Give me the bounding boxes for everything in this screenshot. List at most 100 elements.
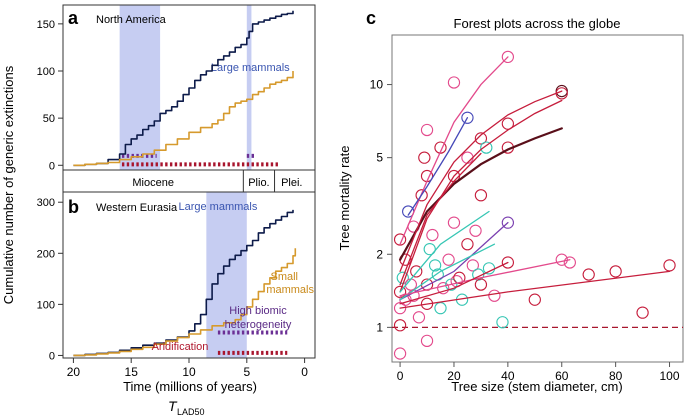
panel-b-x-tick-label-3: 5 — [243, 365, 250, 379]
panel-b-shaded-bands — [206, 192, 247, 358]
panel-c-fit-line-11 — [399, 261, 509, 305]
panel-c-point-12 — [410, 265, 423, 278]
panel-c-point-48 — [496, 316, 509, 329]
panel-a-band-label-0: Large mammals — [211, 62, 290, 74]
panel-b-series-large-mammals — [73, 209, 294, 357]
panel-c-point-47 — [488, 289, 501, 302]
panel-c-title: Forest plots across the globe — [454, 16, 621, 31]
annotation-heterogeneity: heterogeneity — [225, 319, 292, 331]
panel-c-point-13 — [412, 311, 426, 324]
panel-b-letter: b — [68, 197, 79, 217]
panel-a-title: North America — [96, 14, 167, 26]
epoch-label-pliocene: Plio. — [248, 177, 269, 189]
panel-c-x-label: Tree size (stem diameter, cm) — [451, 379, 622, 394]
panel-c-fit-line-8 — [399, 210, 490, 293]
panel-c-point-23 — [428, 259, 442, 272]
panel-c-fit-line-7 — [399, 243, 496, 301]
panel-b-title: Western Eurasia — [96, 202, 178, 214]
panel-b-band-label-0: Large mammals — [178, 201, 257, 213]
panel-c-fit-line-0 — [399, 127, 563, 261]
panel-c-point-58 — [563, 256, 576, 269]
panel-b-y-tick-label-1: 100 — [37, 299, 55, 311]
panel-c-y-tick-label-2: 5 — [376, 151, 383, 165]
panel-a-y-tick-label-2: 100 — [37, 66, 55, 78]
panel-b-x-tick-label-1: 15 — [125, 365, 139, 379]
panel-c-point-40 — [469, 224, 482, 237]
panel-c-point-43 — [474, 189, 488, 202]
epoch-strip-frame — [62, 169, 316, 193]
panel-c-fit-line-4 — [399, 56, 509, 245]
panel-c-letter: c — [366, 8, 376, 28]
panel-a-y-axis: 0 50 100 150 — [37, 19, 306, 175]
small-mammals-label-line1: Small — [270, 271, 298, 283]
panel-c-point-14 — [415, 189, 428, 202]
annotation-aridification: Aridification — [152, 341, 209, 353]
panel-c-fits — [399, 56, 671, 309]
panel-c-point-34 — [453, 271, 466, 284]
t-lad50-subscript: LAD50 — [177, 407, 205, 417]
panel-c-point-57 — [555, 253, 568, 266]
panel-a-y-tick-label-1: 50 — [43, 113, 55, 125]
panel-c-x-tick-label-2: 40 — [501, 369, 515, 383]
panel-c-point-15 — [418, 151, 431, 164]
panel-c-x-tick-label-4: 80 — [609, 369, 623, 383]
panel-a-letter: a — [68, 8, 79, 28]
panel-c-point-36 — [461, 111, 474, 124]
t-lad50-symbol: T — [168, 398, 178, 414]
panel-c-point-42 — [474, 132, 488, 145]
panel-b-axes: 0 100 200 300 20 15 10 5 0 — [37, 197, 309, 379]
panel-b-y-tick-label-2: 200 — [37, 248, 55, 260]
panel-c-fit-line-1 — [399, 90, 563, 273]
panel-c-fit-line-2 — [399, 99, 563, 293]
panel-b-event-bars — [217, 330, 288, 355]
panel-c-point-4 — [393, 233, 407, 246]
panel-ab-y-label: Cumulative number of generic extinctions — [1, 65, 16, 304]
panel-a-series-large-mammals — [73, 10, 294, 167]
panel-b-x-label: Time (millions of years) — [123, 379, 257, 394]
panel-c-point-1 — [393, 319, 407, 332]
panel-c-fit-line-3 — [399, 152, 482, 286]
panel-c-point-32 — [447, 216, 461, 229]
panel-c-point-61 — [636, 306, 649, 319]
panel-c-point-60 — [609, 265, 622, 278]
epoch-label-pleistocene: Plei. — [281, 177, 302, 189]
panel-c-y-label: Tree mortality rate — [337, 146, 352, 251]
panel-c-point-46 — [482, 262, 496, 275]
small-mammals-label-line2: mammals — [266, 284, 314, 296]
panel-c-y-tick-label-3: 10 — [370, 78, 384, 92]
epoch-dividers — [242, 170, 276, 192]
panel-c-point-45 — [480, 141, 493, 154]
panel-a-series-small-mammals — [73, 71, 294, 167]
panel-c-y-tick-label-0: 1 — [376, 320, 383, 334]
panel-a-shaded-bands — [119, 5, 252, 170]
panel-a: a North America Large mammals 0 50 100 150 — [37, 4, 316, 175]
panel-c-point-22 — [426, 228, 439, 242]
panel-b-y-tick-label-0: 0 — [49, 350, 55, 362]
panel-b-series-small-mammals — [73, 248, 297, 357]
epoch-label-miocene: Miocene — [132, 177, 174, 189]
panel-c-fit-line-10 — [399, 270, 671, 309]
annotation-high-biomic: High biomic — [229, 305, 287, 317]
panel-c-point-0 — [393, 347, 407, 360]
panel-c-point-59 — [582, 268, 595, 281]
panel-c-point-54 — [528, 293, 541, 306]
panel-a-band-1 — [246, 5, 252, 170]
epoch-strip: Miocene Plio. Plei. — [62, 169, 316, 193]
panel-c-point-38 — [461, 238, 474, 251]
panel-a-band-labels: Large mammals — [211, 62, 290, 74]
panel-b-band-labels: Large mammals — [178, 201, 257, 213]
panel-c-x-tick-label-3: 60 — [555, 369, 569, 383]
panel-c-x-tick-label-0: 0 — [397, 369, 404, 383]
panel-c-x-tick-label-5: 100 — [660, 369, 680, 383]
panel-a-band-0 — [119, 5, 161, 170]
panel-b-x-tick-label-2: 10 — [182, 365, 196, 379]
panel-c-point-62 — [663, 259, 676, 272]
panel-c-point-37 — [461, 151, 474, 164]
panel-c-fit-line-6 — [399, 221, 509, 301]
panel-c-point-21 — [423, 242, 436, 256]
panel-c-point-16 — [420, 123, 434, 137]
panel-a-y-tick-label-3: 150 — [37, 19, 55, 31]
panel-c-point-49 — [501, 50, 515, 64]
